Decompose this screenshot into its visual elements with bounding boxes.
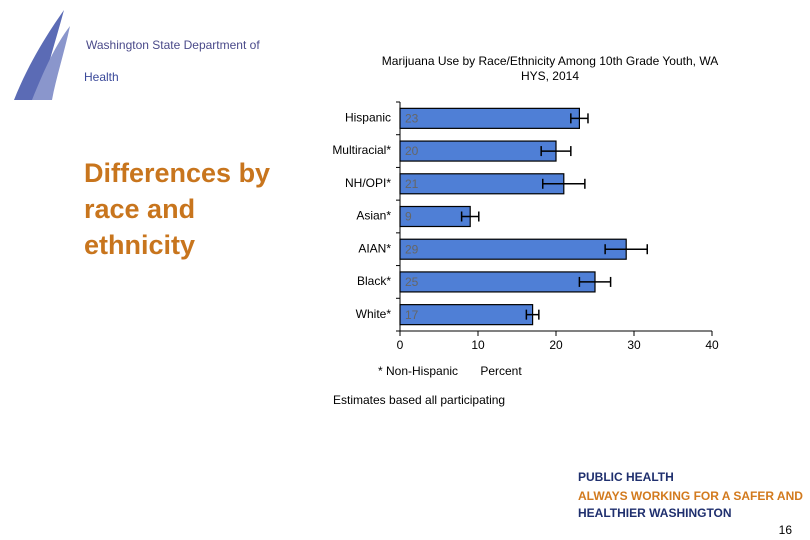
bar <box>399 140 557 162</box>
y-tick-label: White* <box>356 307 392 321</box>
y-tick-label: Asian* <box>356 209 391 223</box>
logo-swoosh <box>32 26 70 100</box>
x-axis-label: Percent <box>480 364 522 378</box>
footer-bottom: HEALTHIER WASHINGTON <box>578 506 732 520</box>
data-label: 9 <box>405 210 412 224</box>
page-number: 16 <box>779 523 793 537</box>
bar <box>399 173 565 195</box>
x-tick-label: 40 <box>705 338 719 352</box>
bar <box>399 107 580 129</box>
error-bar <box>570 113 589 124</box>
data-label: 20 <box>405 144 419 158</box>
heading: Differences by race and ethnicity <box>84 158 271 260</box>
logo-swoosh <box>14 10 64 100</box>
data-label: 23 <box>405 112 419 126</box>
error-bar <box>460 211 480 222</box>
bar <box>399 238 627 260</box>
note: Estimates based all participating <box>333 393 505 407</box>
bar <box>399 271 596 293</box>
data-label: 21 <box>405 177 419 191</box>
y-tick-label: AIAN* <box>358 241 391 255</box>
data-label: 29 <box>405 242 419 256</box>
footer-tag: ALWAYS WORKING FOR A SAFER AND <box>578 489 803 503</box>
y-tick-label: Black* <box>357 274 391 288</box>
error-bar <box>540 146 572 157</box>
logo-top: Washington State Department of <box>86 38 260 52</box>
footnote: * Non-Hispanic <box>378 364 458 378</box>
y-tick-label: Hispanic <box>345 111 391 125</box>
data-label: 17 <box>405 308 419 322</box>
data-label: 25 <box>405 275 419 289</box>
error-bar <box>578 276 612 287</box>
bar <box>399 304 534 326</box>
x-tick-label: 20 <box>549 338 563 352</box>
y-tick-label: NH/OPI* <box>345 176 391 190</box>
footer-main: PUBLIC HEALTH <box>578 470 674 484</box>
x-tick-label: 0 <box>397 338 404 352</box>
x-tick-label: 10 <box>471 338 485 352</box>
error-bar <box>604 244 649 255</box>
error-bar <box>541 178 586 189</box>
chart-title: Marijuana Use by Race/Ethnicity Among 10… <box>381 54 719 83</box>
y-tick-label: Multiracial* <box>332 143 391 157</box>
error-bar <box>525 309 540 320</box>
x-tick-label: 30 <box>627 338 641 352</box>
logo-main: Health <box>84 70 119 84</box>
